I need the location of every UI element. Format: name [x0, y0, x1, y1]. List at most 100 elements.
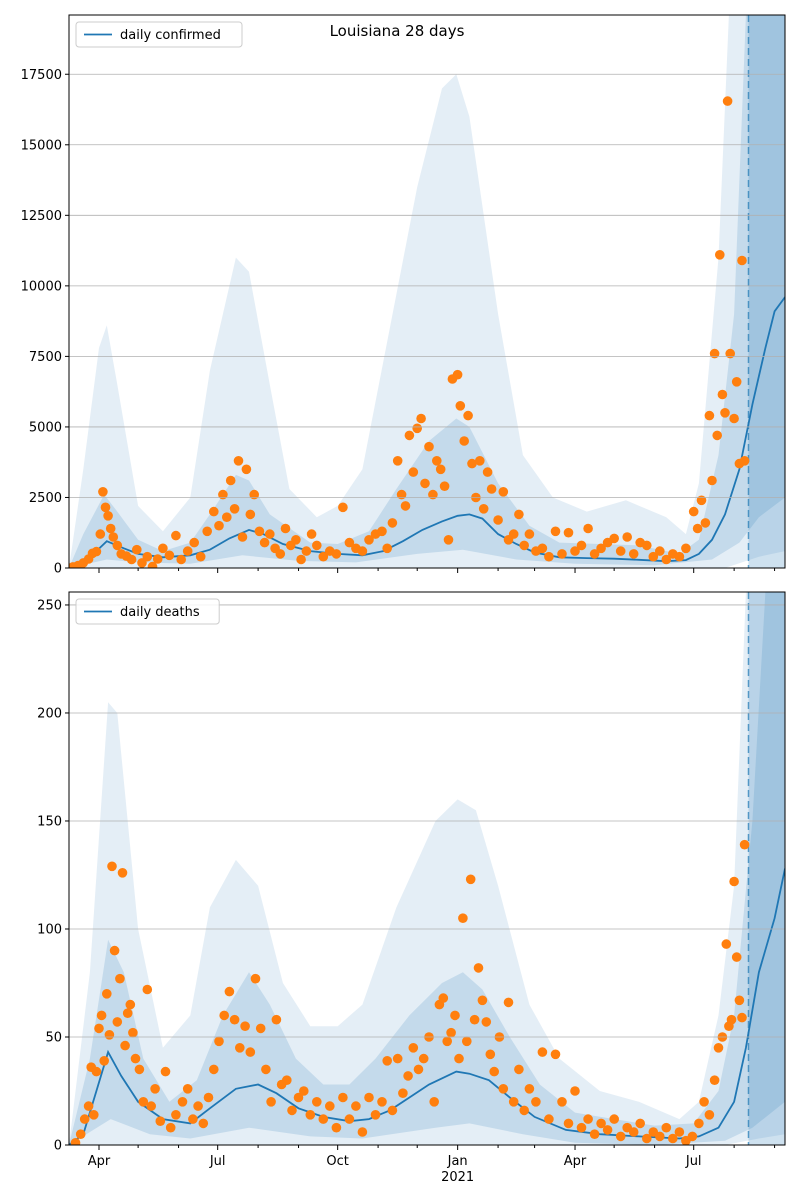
observed-point: [715, 250, 725, 260]
observed-point: [576, 1122, 587, 1133]
observed-point: [570, 546, 580, 556]
observed-point: [550, 526, 561, 537]
observed-point: [150, 1084, 160, 1094]
observed-point: [596, 1118, 606, 1129]
observed-point: [79, 1114, 90, 1124]
observed-point: [249, 489, 259, 500]
observed-point: [503, 997, 514, 1008]
observed-point: [112, 540, 123, 551]
observed-point: [550, 1049, 561, 1060]
observed-point: [609, 1114, 619, 1124]
observed-point: [275, 549, 286, 559]
observed-point: [89, 1110, 99, 1120]
observed-point: [296, 554, 306, 565]
observed-point: [400, 501, 411, 511]
observed-point: [688, 506, 699, 517]
x-tick-label: Jul: [685, 1154, 702, 1169]
observed-point: [177, 1097, 188, 1107]
legend-label: daily confirmed: [120, 28, 221, 43]
observed-point: [266, 1097, 276, 1107]
observed-point: [432, 456, 442, 466]
observed-point: [338, 502, 348, 513]
observed-point: [214, 1036, 224, 1047]
observed-point: [467, 458, 477, 469]
observed-point: [398, 1088, 408, 1098]
observed-point: [709, 1075, 720, 1085]
observed-point: [130, 1053, 141, 1064]
observed-point: [734, 995, 745, 1006]
observed-point: [452, 369, 463, 380]
observed-point: [469, 1014, 480, 1025]
observed-point: [254, 526, 265, 537]
legend: daily confirmed: [75, 21, 243, 48]
observed-point: [661, 554, 672, 565]
observed-point: [508, 1097, 519, 1107]
observed-point: [729, 876, 739, 887]
observed-point: [377, 526, 387, 537]
observed-point: [235, 1043, 245, 1053]
observed-point: [537, 543, 548, 554]
observed-point: [589, 549, 600, 559]
observed-point: [364, 1092, 374, 1103]
outer-uncertainty-band: [69, 592, 785, 1145]
observed-point: [126, 554, 137, 565]
observed-point: [229, 1014, 240, 1025]
inner-uncertainty-band: [69, 15, 785, 568]
observed-point: [493, 515, 503, 525]
x-tick-label: Apr: [88, 1154, 111, 1169]
observed-point: [312, 1097, 322, 1107]
observed-point: [96, 1010, 107, 1021]
observed-point: [164, 550, 175, 561]
observed-point: [450, 1010, 460, 1021]
observed-point: [193, 1101, 203, 1111]
axes-frame: [68, 14, 786, 569]
observed-point: [250, 973, 261, 984]
observed-point: [583, 523, 593, 534]
y-tick-label: 150: [37, 814, 62, 829]
observed-point: [387, 1105, 398, 1116]
y-tick-label: 0: [54, 562, 62, 577]
observed-point: [403, 1071, 413, 1081]
observed-point: [115, 973, 125, 984]
y-tick-label: 100: [37, 922, 62, 937]
observed-point: [142, 984, 153, 995]
y-tick-label: 200: [37, 706, 62, 721]
observed-point: [91, 546, 102, 557]
observed-point: [486, 484, 497, 494]
observed-point: [537, 1047, 548, 1057]
observed-point: [171, 530, 181, 541]
observed-point: [382, 1056, 393, 1066]
observed-point: [731, 952, 742, 962]
observed-point: [489, 1066, 500, 1077]
y-tick-label: 0: [54, 1139, 62, 1154]
observed-point: [508, 529, 519, 539]
observed-point: [648, 551, 659, 562]
y-tick-label: 250: [37, 598, 62, 613]
observed-point: [95, 529, 106, 539]
observed-point: [261, 1064, 271, 1075]
observed-point: [158, 543, 168, 554]
observed-point: [707, 475, 717, 486]
observed-point: [622, 532, 632, 542]
observed-point: [416, 413, 426, 424]
observed-point: [138, 1097, 149, 1107]
observed-point: [301, 546, 312, 556]
x-tick-label: Jan: [447, 1154, 468, 1169]
observed-point: [418, 1053, 429, 1064]
observed-point: [209, 506, 219, 517]
forecast-region: [748, 592, 785, 1145]
observed-point: [318, 1114, 329, 1124]
observed-point: [477, 995, 488, 1006]
observed-point: [107, 861, 117, 872]
observed-point: [739, 456, 750, 466]
observed-point: [160, 1066, 171, 1077]
observed-point: [589, 1129, 600, 1139]
observed-point: [225, 475, 236, 486]
observed-point: [305, 1110, 316, 1120]
observed-point: [458, 913, 468, 923]
observed-point: [729, 413, 739, 424]
observed-point: [132, 544, 142, 555]
outer-uncertainty-band: [69, 15, 785, 568]
observed-point: [195, 551, 206, 562]
observed-point: [128, 1027, 138, 1038]
